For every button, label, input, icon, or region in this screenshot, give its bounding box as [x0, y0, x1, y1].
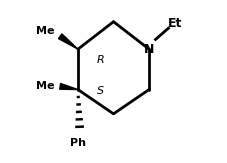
Text: Me: Me	[36, 81, 55, 91]
Text: Me: Me	[36, 26, 55, 36]
Text: R: R	[97, 55, 104, 66]
Text: S: S	[97, 86, 104, 96]
Text: N: N	[144, 43, 154, 56]
Text: Ph: Ph	[70, 138, 86, 148]
Polygon shape	[59, 34, 78, 49]
Text: Et: Et	[168, 17, 182, 30]
Polygon shape	[60, 83, 78, 90]
